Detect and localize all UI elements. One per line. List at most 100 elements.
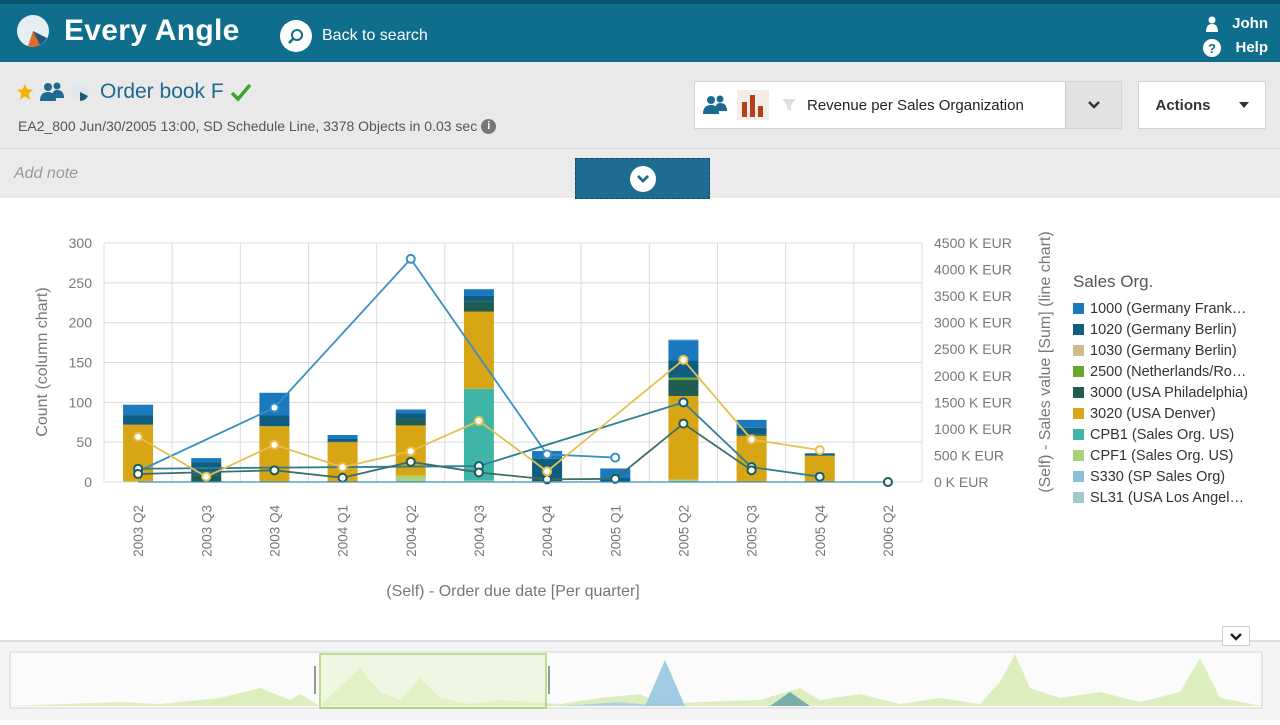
caret-down-icon [1238,102,1249,108]
y2-axis-title: (Self) - Sales value [Sum] (line chart) [1037,231,1054,492]
brand-name: Every Angle [64,14,240,47]
overview-navigator[interactable] [0,640,1280,720]
line-point [405,446,416,457]
bar-segment [463,311,494,389]
bar-segment [463,480,494,482]
line-point [678,354,689,365]
legend-item[interactable]: 1030 (Germany Berlin) [1073,340,1248,361]
legend-item[interactable]: CPF1 (Sales Org. US) [1073,445,1248,466]
svg-text:?: ? [1209,41,1217,56]
y2-tick-label: 500 K EUR [934,447,1004,463]
y2-tick-label: 3000 K EUR [934,315,1012,331]
bar-segment [327,441,358,443]
actions-label: Actions [1155,96,1211,114]
legend-swatch [1073,450,1084,461]
y-tick-label: 0 [84,474,92,490]
chevron-down-icon [1087,101,1100,109]
legend-item[interactable]: 3020 (USA Denver) [1073,403,1248,424]
add-note-field[interactable]: Add note [14,165,79,182]
legend-title: Sales Org. [1073,272,1154,291]
line-point [678,397,689,408]
display-dropdown-button[interactable] [1065,82,1121,128]
legend-label: 1030 (Germany Berlin) [1090,342,1237,359]
line-point [814,471,825,482]
legend-label: S330 (SP Sales Org) [1090,468,1226,485]
legend-item[interactable]: SL31 (USA Los Angel… [1073,487,1248,508]
overview-area [770,692,810,706]
actions-button[interactable]: Actions [1138,81,1266,129]
line-point [678,418,689,429]
line-point [473,415,484,426]
angle-title-row: Order book F [16,80,252,104]
legend-label: 3020 (USA Denver) [1090,405,1216,422]
angle-header: Order book F EA2_800 Jun/30/2005 13:00, … [0,62,1280,148]
legend-label: 1000 (Germany Frank… [1090,300,1247,317]
bar-segment [191,458,222,463]
users-icon [40,82,64,101]
line-point [269,465,280,476]
bar-segment [463,301,494,312]
line-point [133,431,144,442]
help-label: Help [1235,39,1268,56]
app-logo[interactable]: Every Angle [16,14,240,48]
expand-details-button[interactable] [575,158,710,199]
display-select[interactable]: Revenue per Sales Organization [694,81,1122,129]
x-tick-label: 2003 Q3 [199,505,214,557]
legend-label: 3000 (USA Philadelphia) [1090,384,1248,401]
angle-details: EA2_800 Jun/30/2005 13:00, SD Schedule L… [18,118,478,134]
chart-area: 0 50 100 150 200 250 300 0 K EUR 500 K EUR 1000 K… [0,198,1280,640]
legend-item[interactable]: 2500 (Netherlands/Ro… [1073,361,1248,382]
legend-label: CPF1 (Sales Org. US) [1090,447,1234,464]
bar-segment [327,434,358,439]
line-point [405,253,416,264]
overview-mini-chart[interactable] [0,642,1280,720]
y2-tick-label: 4500 K EUR [934,235,1012,251]
y2-tick-label: 0 K EUR [934,474,988,490]
y2-tick-label: 2000 K EUR [934,368,1012,384]
legend-swatch [1073,345,1084,356]
bar-segment [463,289,494,296]
legend-item[interactable]: 3000 (USA Philadelphia) [1073,382,1248,403]
angle-subtitle: EA2_800 Jun/30/2005 13:00, SD Schedule L… [18,118,497,134]
bar-segment [395,413,426,420]
y2-tick-label: 1000 K EUR [934,421,1012,437]
legend-item[interactable]: 1000 (Germany Frank… [1073,298,1248,319]
bar-segment [123,415,154,425]
angle-title[interactable]: Order book F [100,80,224,103]
user-button[interactable]: John [1203,12,1268,36]
x-axis-title: (Self) - Order due date [Per quarter] [386,583,639,600]
bar-segment [395,475,426,482]
y2-tick-label: 3500 K EUR [934,288,1012,304]
back-to-search-label: Back to search [322,27,428,44]
line-point [337,472,348,483]
x-tick-label: 2003 Q4 [267,505,282,557]
bar-segment [668,479,699,482]
user-menu: John ? Help [1203,12,1268,60]
info-icon[interactable]: i [481,118,497,134]
user-icon [1206,16,1219,32]
collapse-overview-button[interactable] [1222,626,1250,646]
bar-segment [668,395,699,480]
user-name: John [1232,15,1268,32]
line-point [610,452,621,463]
bar-segment [463,295,494,302]
legend-item[interactable]: S330 (SP Sales Org) [1073,466,1248,487]
line-point [337,462,348,473]
bar-segment [600,468,631,479]
help-button[interactable]: ? Help [1203,36,1268,60]
legend-swatch [1073,366,1084,377]
x-tick-label: 2004 Q1 [336,505,351,557]
overview-selection-window [319,653,547,709]
back-to-search-button[interactable]: Back to search [280,20,428,52]
filter-icon [782,99,796,111]
legend-swatch [1073,387,1084,398]
bar-segment [327,438,358,442]
star-icon[interactable] [16,83,34,101]
legend-item[interactable]: CPB1 (Sales Org. US) [1073,424,1248,445]
line-point [542,466,553,477]
legend-item[interactable]: 1020 (Germany Berlin) [1073,319,1248,340]
line-point [882,477,893,487]
shared-users-icon [703,95,727,114]
display-name: Revenue per Sales Organization [807,96,1024,114]
